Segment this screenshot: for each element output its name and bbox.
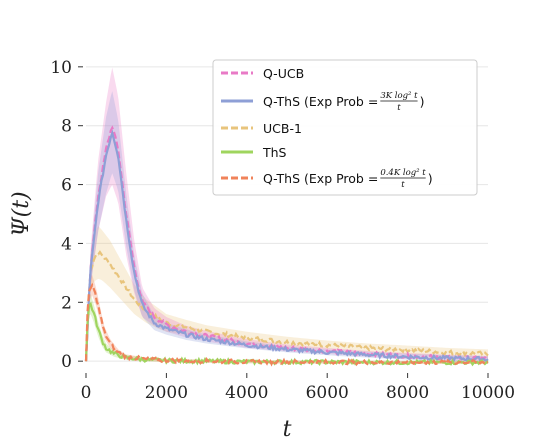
- legend-fraction-denominator: t: [401, 180, 405, 190]
- series-band: [86, 274, 488, 364]
- axis-ticks: 0 2 4 6 8 10 0 2000 4000 6000 8000 10000: [50, 58, 515, 403]
- legend-label-end: ): [420, 94, 425, 109]
- x-axis-label: t: [283, 417, 292, 442]
- y-tick-label: 2: [61, 293, 72, 313]
- series-line: [84, 250, 489, 362]
- legend-box: [212, 59, 478, 196]
- x-tick-label: 2000: [145, 383, 188, 403]
- x-tick-label: 0: [81, 383, 92, 403]
- x-tick-label: 6000: [306, 383, 349, 403]
- legend-fraction-numerator: 0.4K log² t: [380, 168, 426, 178]
- y-tick-label: 8: [61, 117, 72, 137]
- legend-label-end: ): [428, 171, 433, 186]
- series-line: [84, 282, 489, 367]
- y-tick-label: 4: [61, 234, 72, 254]
- y-tick-label: 0: [61, 352, 72, 372]
- x-tick-label: 10000: [461, 383, 515, 403]
- y-tick-label: 6: [61, 176, 72, 196]
- x-tick-label: 8000: [386, 383, 429, 403]
- legend-label: Q-ThS (Exp Prob =: [263, 94, 378, 109]
- legend-label: Q-UCB: [263, 66, 304, 81]
- series-line: [84, 129, 489, 363]
- legend: Q-UCB Q-ThS (Exp Prob = 3K log² t t) UCB-1 T…: [212, 59, 478, 196]
- x-tick-label: 4000: [225, 383, 268, 403]
- legend-fraction-denominator: t: [397, 103, 401, 113]
- series-lines: [84, 125, 489, 367]
- legend-fraction-numerator: 3K log² t: [380, 91, 418, 101]
- y-axis-label: Ψ(t): [9, 191, 34, 236]
- legend-label: Q-ThS (Exp Prob =: [263, 171, 378, 186]
- legend-label: UCB-1: [263, 121, 302, 136]
- legend-label: ThS: [262, 145, 287, 160]
- y-tick-label: 10: [50, 58, 72, 78]
